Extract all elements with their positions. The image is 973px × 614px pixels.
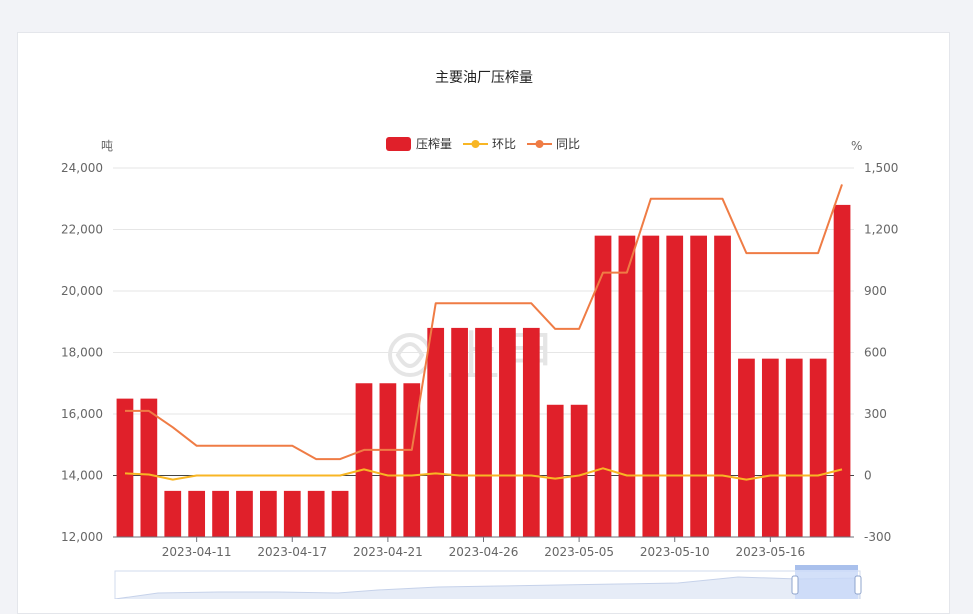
x-axis-tick-label: 2023-04-21	[353, 545, 423, 559]
left-axis-tick-label: 22,000	[61, 223, 103, 237]
bar-crush-volume[interactable]	[570, 404, 588, 537]
legend-label-crush: 压榨量	[416, 136, 452, 151]
left-axis-tick-label: 20,000	[61, 284, 103, 298]
right-axis-tick-label: 1,200	[864, 223, 898, 237]
bar-crush-volume[interactable]	[403, 383, 421, 537]
legend: 压榨量 环比 同比	[386, 136, 580, 151]
x-axis-tick-label: 2023-04-17	[257, 545, 327, 559]
bar-crush-volume[interactable]	[116, 398, 134, 537]
bar-crush-volume[interactable]	[188, 490, 206, 537]
data-zoom-slider[interactable]	[114, 565, 862, 599]
right-axis-tick-label: 1,500	[864, 161, 898, 175]
bar-crush-volume[interactable]	[522, 327, 540, 537]
bar-crush-volume[interactable]	[833, 204, 851, 537]
legend-swatch-crush	[386, 137, 411, 151]
left-axis-tick-label: 12,000	[61, 530, 103, 544]
chart-card: 主要油厂压榨量 吨 % 压榨量 环比 同比 上甲 24,0	[17, 32, 950, 614]
legend-marker-mom	[471, 140, 480, 148]
bar-crush-volume[interactable]	[355, 383, 373, 537]
bar-crush-volume[interactable]	[666, 235, 684, 537]
x-axis-tick-label: 2023-05-10	[640, 545, 710, 559]
legend-item-mom[interactable]: 环比	[463, 137, 516, 151]
bar-crush-volume[interactable]	[761, 358, 779, 537]
bar-crush-volume[interactable]	[809, 358, 827, 537]
bar-crush-volume[interactable]	[785, 358, 803, 537]
right-axis-tick-label: 900	[864, 284, 887, 298]
zoom-handle-right[interactable]	[854, 575, 862, 595]
bar-crush-volume[interactable]	[307, 490, 325, 537]
bar-crush-volume[interactable]	[738, 358, 755, 537]
bar-crush-volume[interactable]	[427, 327, 445, 537]
bar-crush-volume[interactable]	[331, 490, 349, 537]
bar-crush-volume[interactable]	[451, 327, 468, 537]
bar-crush-volume[interactable]	[212, 490, 229, 537]
legend-item-crush[interactable]: 压榨量	[386, 136, 452, 151]
legend-label-mom: 环比	[492, 137, 516, 151]
legend-item-yoy[interactable]: 同比	[527, 137, 580, 151]
chart-title: 主要油厂压榨量	[435, 69, 533, 86]
x-axis-tick-label: 2023-04-26	[449, 545, 519, 559]
right-axis-tick-label: 0	[864, 469, 872, 483]
bar-crush-volume[interactable]	[690, 235, 707, 537]
left-axis-tick-label: 18,000	[61, 346, 103, 360]
left-axis-tick-label: 24,000	[61, 161, 103, 175]
left-axis-tick-label: 16,000	[61, 407, 103, 421]
right-axis-tick-label: 300	[864, 407, 887, 421]
bar-crush-volume[interactable]	[283, 490, 301, 537]
right-axis-tick-label: 600	[864, 346, 887, 360]
bar-crush-volume[interactable]	[164, 490, 182, 537]
bar-crush-volume[interactable]	[618, 235, 636, 537]
legend-label-yoy: 同比	[556, 137, 580, 151]
x-axis-tick-label: 2023-04-11	[162, 545, 232, 559]
line-series-yoy[interactable]	[125, 184, 843, 461]
legend-marker-yoy	[535, 140, 544, 148]
zoom-handle-left[interactable]	[791, 575, 799, 595]
line-series-mom[interactable]	[124, 467, 843, 481]
bar-crush-volume[interactable]	[546, 404, 564, 537]
left-axis-unit: 吨	[101, 139, 113, 153]
bar-crush-volume[interactable]	[379, 383, 397, 537]
zoom-selected-window[interactable]	[795, 565, 858, 599]
x-axis-tick-label: 2023-05-05	[544, 545, 614, 559]
zoom-window-top-bar[interactable]	[795, 565, 858, 570]
bar-crush-volume[interactable]	[499, 327, 516, 537]
chart-canvas: 主要油厂压榨量 吨 % 压榨量 环比 同比 上甲 24,0	[61, 69, 898, 599]
bar-crush-volume[interactable]	[140, 398, 158, 537]
bar-crush-volume[interactable]	[475, 327, 492, 537]
bar-crush-volume[interactable]	[714, 235, 731, 537]
right-axis-unit: %	[851, 139, 862, 153]
left-axis-tick-label: 14,000	[61, 469, 103, 483]
x-axis-tick-label: 2023-05-16	[735, 545, 805, 559]
bar-crush-volume[interactable]	[236, 490, 253, 537]
bar-crush-volume[interactable]	[260, 490, 277, 537]
right-axis-tick-label: -300	[864, 530, 891, 544]
bar-crush-volume[interactable]	[642, 235, 660, 537]
bar-crush-volume[interactable]	[594, 235, 612, 537]
